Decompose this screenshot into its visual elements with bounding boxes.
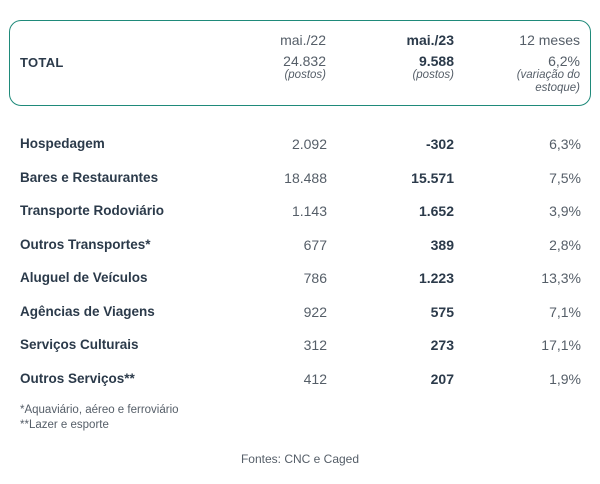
row-may22: 2.092: [291, 136, 327, 152]
row-label: Agências de Viagens: [20, 304, 155, 319]
table-row: Agências de Viagens 922 575 7,1%: [0, 304, 600, 324]
total-may23-unit: (postos): [412, 69, 454, 81]
header-12-months: 12 meses: [519, 32, 580, 48]
row-label: Bares e Restaurantes: [20, 170, 159, 185]
row-12-months: 7,5%: [549, 170, 581, 186]
total-12-months-unit-line1: (variação do: [516, 69, 580, 81]
row-may22: 312: [303, 337, 327, 353]
row-12-months: 17,1%: [541, 337, 581, 353]
footnote-services: **Lazer e esporte: [20, 419, 109, 431]
row-label: Transporte Rodoviário: [20, 203, 165, 218]
row-may23: 389: [430, 237, 454, 253]
row-may22: 677: [303, 237, 327, 253]
table-row: Outros Serviços** 412 207 1,9%: [0, 371, 600, 391]
table-row: Hospedagem 2.092 -302 6,3%: [0, 136, 600, 156]
row-may22: 786: [303, 270, 327, 286]
row-12-months: 7,1%: [549, 304, 581, 320]
row-label: Hospedagem: [20, 136, 105, 151]
row-12-months: 3,9%: [549, 203, 581, 219]
source-note: Fontes: CNC e Caged: [240, 452, 360, 466]
total-summary-box: mai./22 mai./23 12 meses TOTAL 24.832 9.…: [9, 20, 591, 106]
row-may23: 1.223: [418, 270, 454, 286]
table-row: Transporte Rodoviário 1.143 1.652 3,9%: [0, 203, 600, 223]
row-12-months: 6,3%: [549, 136, 581, 152]
row-may23: 15.571: [411, 170, 454, 186]
total-label: TOTAL: [20, 55, 64, 70]
row-12-months: 13,3%: [541, 270, 581, 286]
total-12-months-value: 6,2%: [548, 53, 580, 69]
total-12-months-unit-line2: estoque): [535, 82, 580, 94]
row-may23: 207: [430, 371, 454, 387]
row-may23: -302: [425, 136, 454, 152]
row-may22: 18.488: [284, 170, 327, 186]
table-row: Serviços Culturais 312 273 17,1%: [0, 337, 600, 357]
row-12-months: 2,8%: [549, 237, 581, 253]
table-row: Aluguel de Veículos 786 1.223 13,3%: [0, 270, 600, 290]
table-row: Bares e Restaurantes 18.488 15.571 7,5%: [0, 170, 600, 190]
total-may23-value: 9.588: [418, 53, 454, 69]
row-label: Outros Transportes*: [20, 237, 151, 252]
total-may22-unit: (postos): [284, 69, 326, 81]
header-may22: mai./22: [280, 32, 326, 48]
footnote-transport: *Aquaviário, aéreo e ferroviário: [20, 404, 179, 416]
row-may23: 273: [430, 337, 454, 353]
total-may22-value: 24.832: [283, 53, 326, 69]
row-may22: 1.143: [291, 203, 327, 219]
row-12-months: 1,9%: [549, 371, 581, 387]
header-may23: mai./23: [406, 32, 454, 48]
table-row: Outros Transportes* 677 389 2,8%: [0, 237, 600, 257]
row-label: Outros Serviços**: [20, 371, 135, 386]
row-label: Aluguel de Veículos: [20, 270, 148, 285]
row-may23: 1.652: [418, 203, 454, 219]
row-may23: 575: [430, 304, 454, 320]
row-label: Serviços Culturais: [20, 337, 139, 352]
row-may22: 412: [303, 371, 327, 387]
total-12-months-unit: (variação do estoque): [517, 69, 580, 95]
row-may22: 922: [303, 304, 327, 320]
